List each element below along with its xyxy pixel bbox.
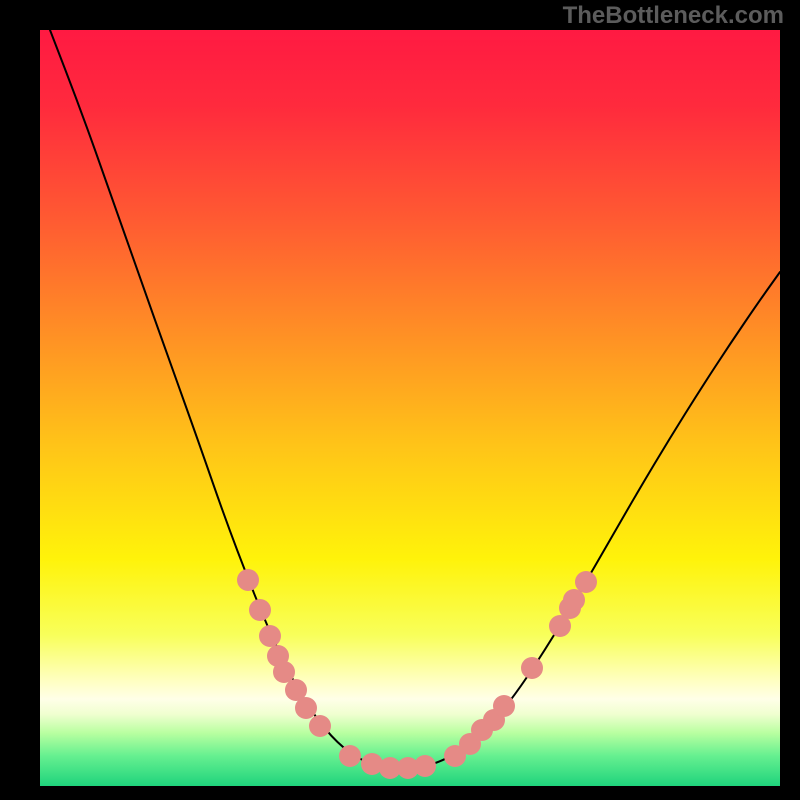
scatter-point [249,599,271,621]
chart-stage: TheBottleneck.com [0,0,800,800]
plot-area [40,30,780,786]
curve-layer [40,30,780,786]
bottleneck-curve [50,30,780,769]
scatter-point [414,755,436,777]
scatter-point [273,661,295,683]
scatter-point [339,745,361,767]
scatter-point [575,571,597,593]
scatter-point [493,695,515,717]
scatter-point [563,589,585,611]
scatter-point [295,697,317,719]
scatter-point [309,715,331,737]
scatter-point [259,625,281,647]
scatter-point [237,569,259,591]
watermark-label: TheBottleneck.com [563,2,784,30]
scatter-point [521,657,543,679]
